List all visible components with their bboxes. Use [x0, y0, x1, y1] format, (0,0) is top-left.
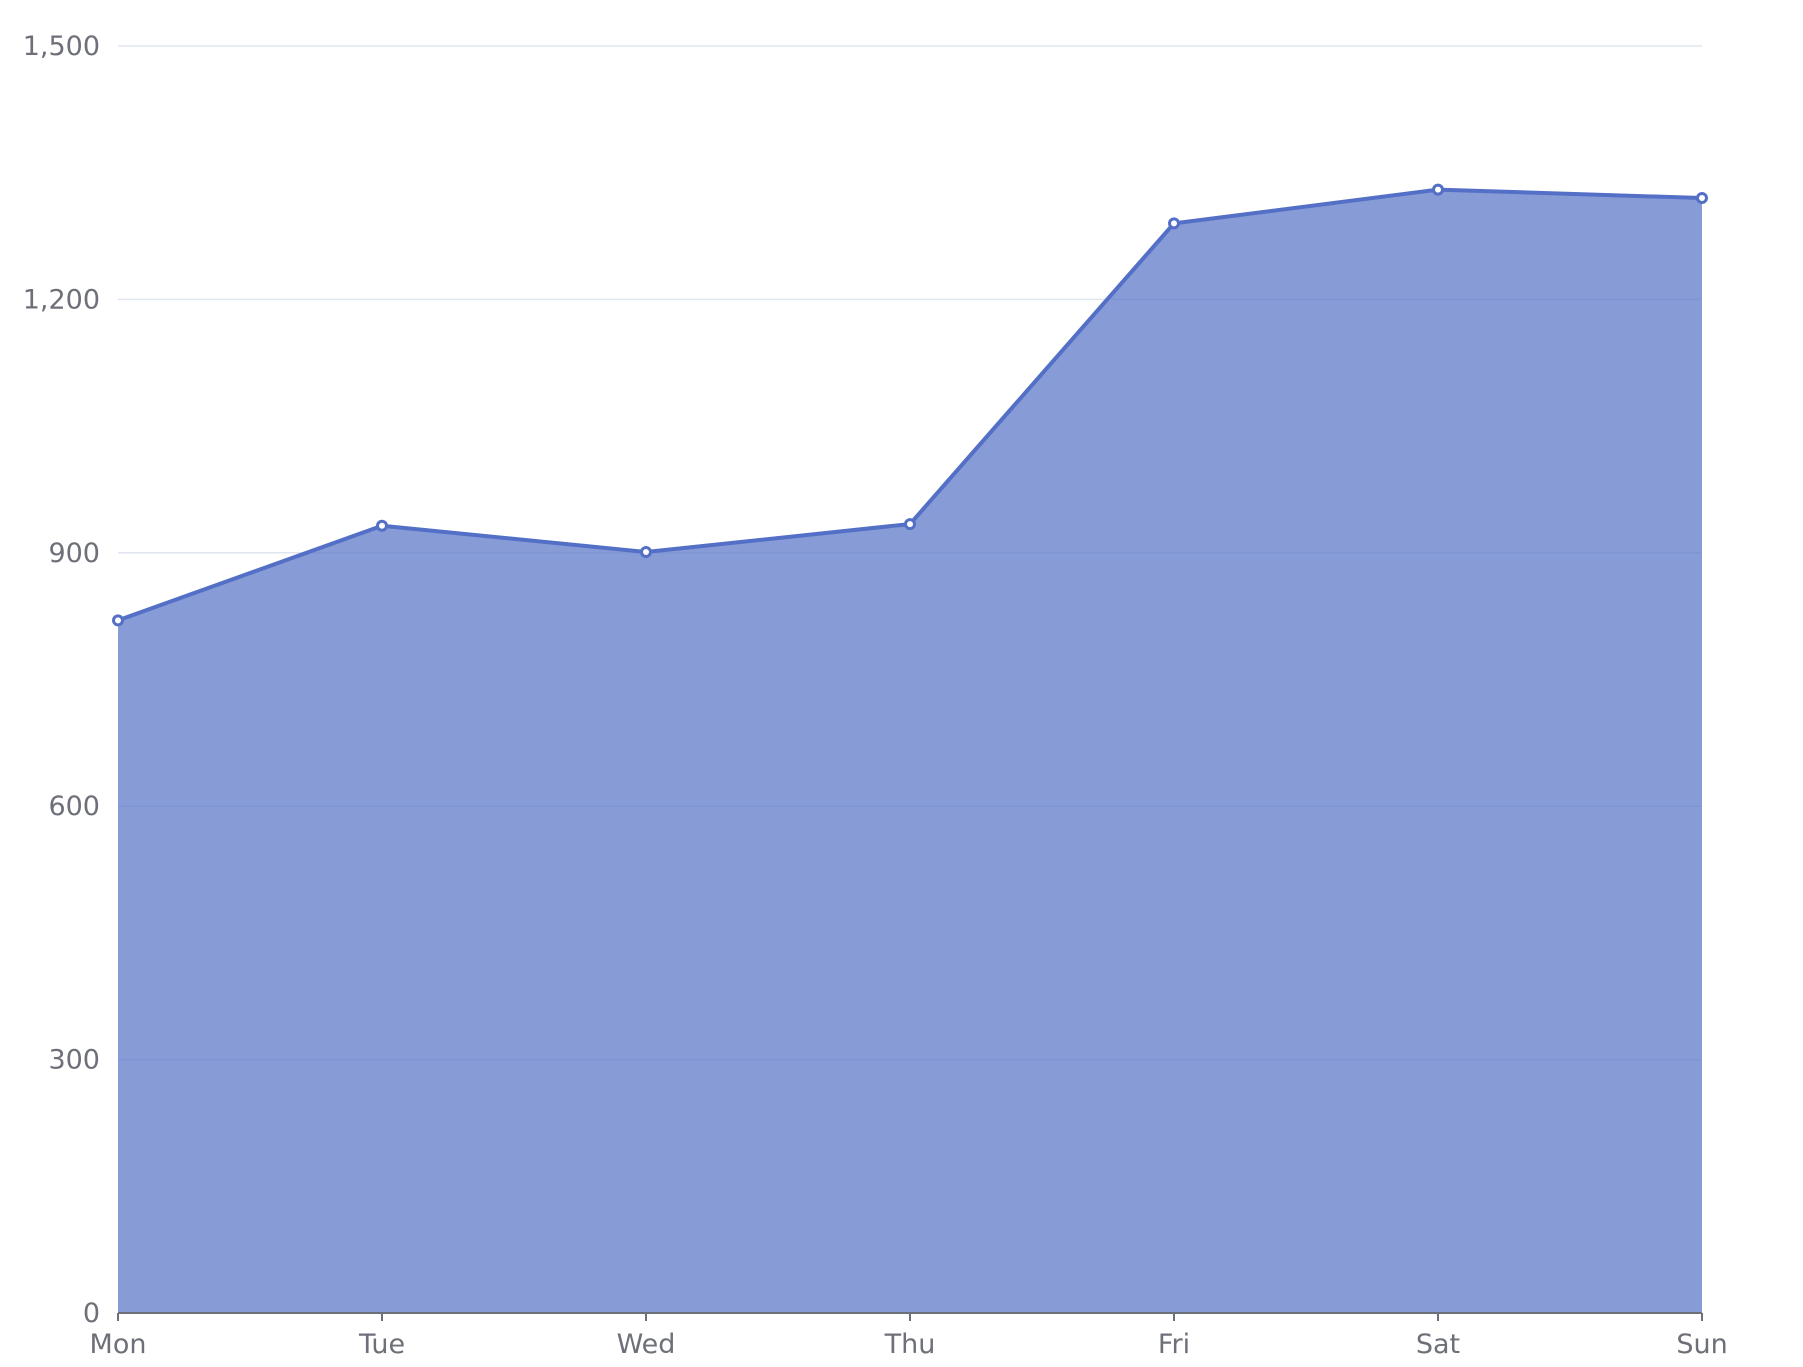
y-axis-labels: 0 300 600 900 1,200 1,500: [23, 31, 100, 1329]
x-tick-label: Mon: [90, 1329, 147, 1360]
y-tick-label: 1,500: [23, 31, 100, 62]
data-point: [1432, 183, 1444, 196]
y-tick-label: 300: [48, 1045, 100, 1076]
data-point: [376, 519, 388, 532]
area-fill-group: [118, 189, 1702, 1313]
x-tick-label: Thu: [884, 1329, 936, 1360]
data-point: [1168, 217, 1180, 230]
x-tick-label: Fri: [1158, 1329, 1190, 1360]
data-point: [904, 518, 916, 531]
x-tick-label: Wed: [617, 1329, 676, 1360]
y-tick-label: 1,200: [23, 284, 100, 315]
x-axis-labels: Mon Tue Wed Thu Fri Sat Sun: [90, 1329, 1728, 1360]
x-axis: [117, 1312, 1703, 1321]
data-point: [1696, 192, 1708, 205]
y-tick-label: 0: [83, 1298, 100, 1329]
data-points: [112, 183, 1708, 627]
data-point: [640, 545, 652, 558]
x-tick-label: Tue: [358, 1329, 405, 1360]
y-tick-label: 600: [48, 791, 100, 822]
area-fill: [118, 189, 1702, 1313]
y-tick-label: 900: [48, 538, 100, 569]
data-point: [112, 614, 124, 627]
x-tick-label: Sat: [1416, 1329, 1460, 1360]
x-tick-label: Sun: [1676, 1329, 1727, 1360]
